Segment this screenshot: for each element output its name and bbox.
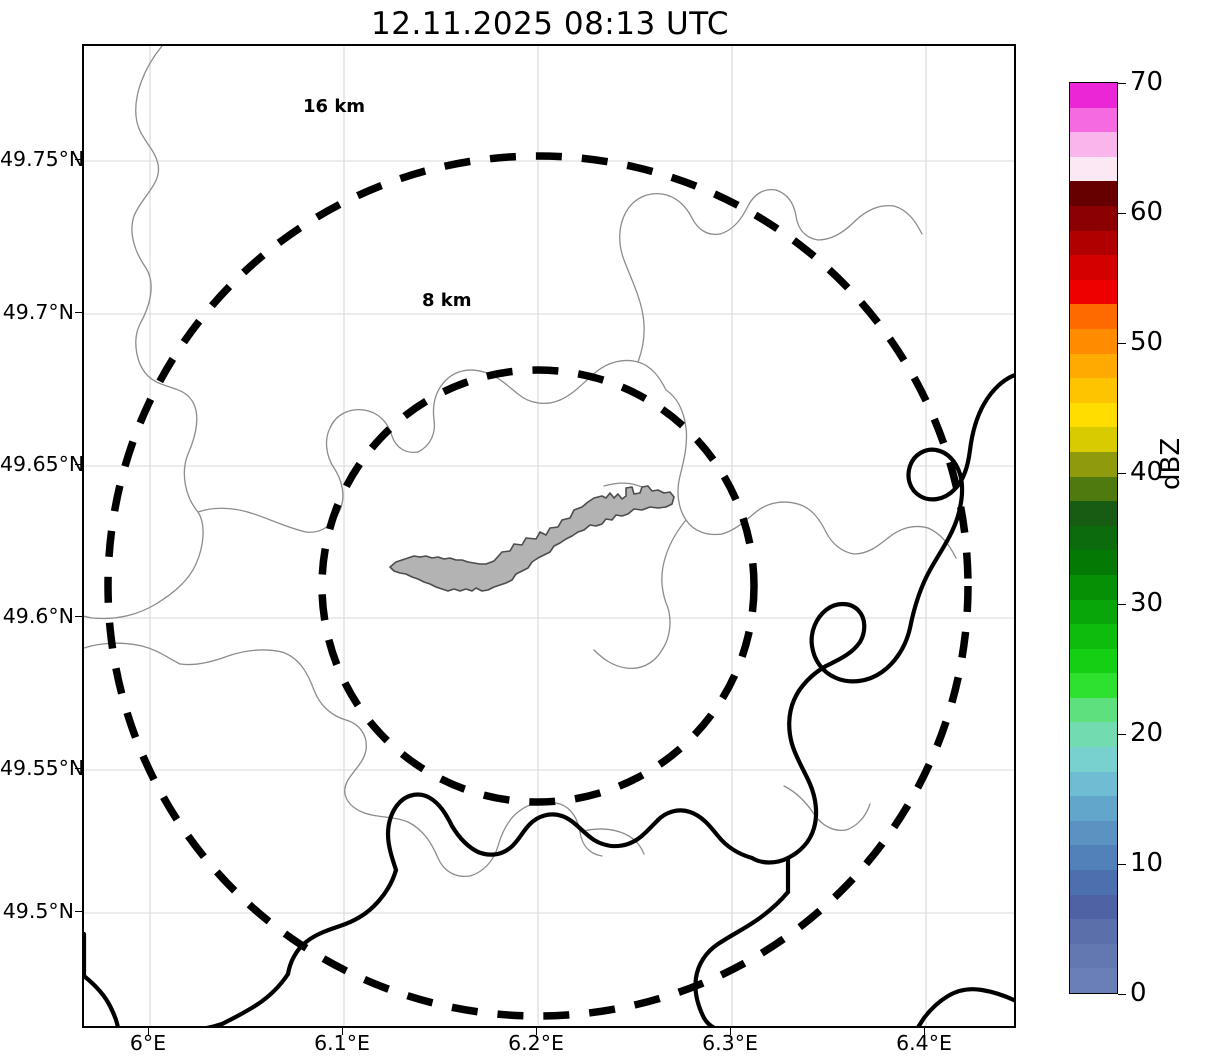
colorbar-segment — [1070, 230, 1117, 256]
colorbar-segment — [1070, 451, 1117, 477]
colorbar-segment — [1070, 132, 1117, 157]
cbar-tick-mark-70 — [1118, 83, 1126, 84]
colorbar-segment — [1070, 845, 1117, 871]
colorbar-segment — [1070, 328, 1117, 354]
colorbar-segment — [1070, 624, 1117, 649]
national-border — [84, 373, 1014, 1026]
range-ring-8km — [318, 366, 758, 806]
xtick-label-64: 6.4°E — [896, 1031, 952, 1055]
colorbar-segment — [1070, 255, 1117, 280]
colorbar-segment — [1070, 574, 1117, 600]
map-canvas — [84, 46, 1014, 1026]
colorbar-segment — [1070, 206, 1117, 231]
cbar-tick-mark-50 — [1118, 343, 1126, 344]
colorbar-segment — [1070, 156, 1117, 182]
ytick-label-495: 49.5°N — [2, 899, 74, 923]
xtick-mark-60 — [148, 1028, 149, 1035]
cbar-tick-mark-20 — [1118, 734, 1126, 735]
cbar-tick-label-70: 70 — [1130, 67, 1164, 97]
range-rings — [104, 152, 972, 1020]
colorbar-segment — [1070, 771, 1117, 797]
colorbar-segment — [1070, 943, 1117, 969]
colorbar-segment — [1070, 870, 1117, 895]
ytick-mark-495 — [75, 911, 82, 912]
xtick-mark-62 — [536, 1028, 537, 1035]
cbar-tick-label-60: 60 — [1130, 197, 1164, 227]
ytick-mark-4965 — [75, 464, 82, 465]
colorbar-segment — [1070, 747, 1117, 772]
colorbar-segment — [1070, 673, 1117, 698]
page-title: 12.11.2025 08:13 UTC — [371, 6, 729, 42]
ytick-mark-496 — [75, 616, 82, 617]
colorbar-segment — [1070, 353, 1117, 379]
xtick-label-60: 6°E — [129, 1031, 167, 1055]
colorbar-segment — [1070, 722, 1117, 748]
radar-map-axes[interactable] — [82, 44, 1016, 1028]
colorbar-segment — [1070, 648, 1117, 674]
colorbar-title: dBZ — [1156, 437, 1186, 490]
colorbar-segment — [1070, 378, 1117, 403]
ytick-label-4975: 49.75°N — [0, 147, 85, 171]
cbar-tick-label-0: 0 — [1130, 978, 1147, 1008]
cbar-tick-mark-10 — [1118, 864, 1126, 865]
colorbar-segment — [1070, 304, 1117, 329]
colorbar-segment — [1070, 919, 1117, 944]
cbar-tick-label-50: 50 — [1130, 327, 1164, 357]
colorbar-segment — [1070, 550, 1117, 575]
ytick-label-497: 49.7°N — [2, 300, 74, 324]
map-gridlines — [84, 46, 1014, 1026]
colorbar-segment — [1070, 427, 1117, 452]
xtick-mark-61 — [342, 1028, 343, 1035]
ytick-label-4965: 49.65°N — [0, 452, 85, 476]
ytick-mark-4955 — [75, 768, 82, 769]
colorbar-segment — [1070, 820, 1117, 846]
xtick-label-61: 6.1°E — [314, 1031, 370, 1055]
cbar-tick-label-40: 40 — [1130, 457, 1164, 487]
colorbar-segment — [1070, 599, 1117, 625]
colorbar-segment — [1070, 968, 1117, 993]
xtick-label-63: 6.3°E — [702, 1031, 758, 1055]
colorbar-segment — [1070, 894, 1117, 920]
colorbar-segment — [1070, 525, 1117, 551]
colorbar[interactable] — [1069, 82, 1118, 994]
ytick-label-496: 49.6°N — [2, 604, 74, 628]
colorbar-segment — [1070, 279, 1117, 305]
ytick-mark-4975 — [75, 159, 82, 160]
colorbar-segment — [1070, 107, 1117, 133]
cbar-tick-mark-40 — [1118, 473, 1126, 474]
range-ring-label-16km: 16 km — [303, 96, 366, 117]
colorbar-segment — [1070, 476, 1117, 502]
admin-boundaries — [84, 46, 957, 878]
range-ring-16km — [104, 152, 972, 1020]
xtick-mark-63 — [730, 1028, 731, 1035]
cbar-tick-mark-60 — [1118, 213, 1126, 214]
colorbar-segment — [1070, 796, 1117, 821]
colorbar-segment — [1070, 181, 1117, 206]
colorbar-segment — [1070, 402, 1117, 428]
colorbar-segment — [1070, 697, 1117, 723]
cbar-tick-label-10: 10 — [1130, 848, 1164, 878]
colorbar-segment — [1070, 83, 1117, 108]
xtick-label-62: 6.2°E — [508, 1031, 564, 1055]
cbar-tick-label-30: 30 — [1130, 588, 1164, 618]
cbar-tick-mark-0 — [1118, 994, 1126, 995]
colorbar-segment — [1070, 501, 1117, 526]
ytick-label-4955: 49.55°N — [0, 756, 85, 780]
xtick-mark-64 — [924, 1028, 925, 1035]
cbar-tick-mark-30 — [1118, 604, 1126, 605]
city-polygon — [389, 485, 675, 592]
range-ring-label-8km: 8 km — [422, 290, 472, 311]
ytick-mark-497 — [75, 312, 82, 313]
cbar-tick-label-20: 20 — [1130, 718, 1164, 748]
